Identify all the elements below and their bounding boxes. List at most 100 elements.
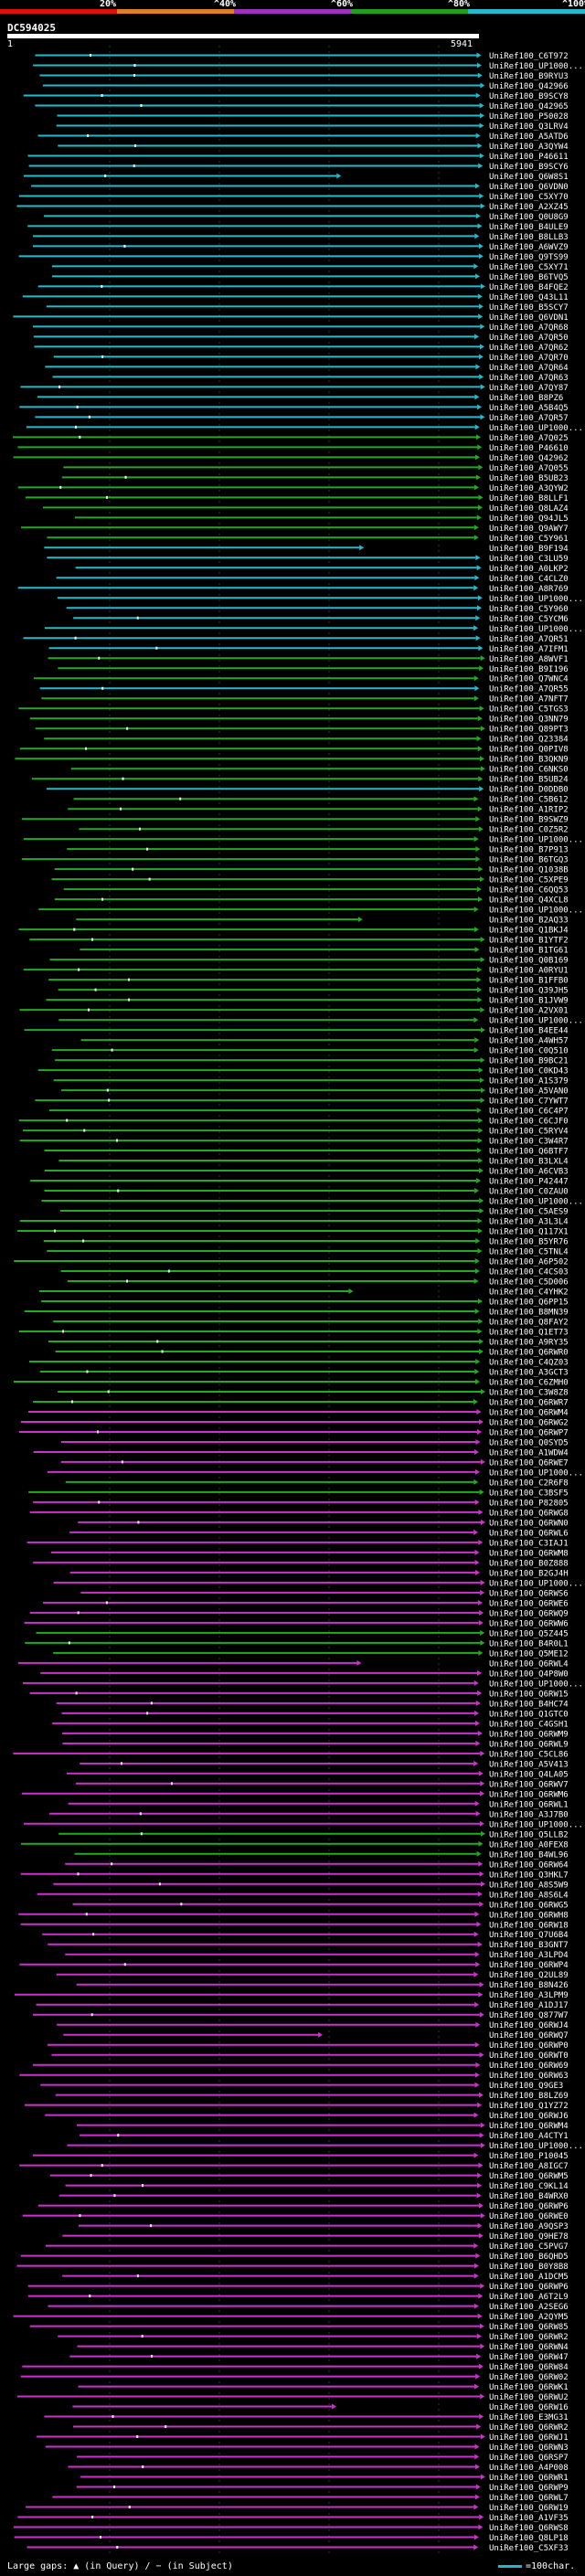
hit-label[interactable]: UniRef100_C5XY70 — [489, 193, 569, 202]
hit-label[interactable]: UniRef100_C6T972 — [489, 52, 569, 61]
hit-label[interactable]: UniRef100_A0LKP2 — [489, 565, 569, 574]
hit-label[interactable]: UniRef100_Q6RWN4 — [489, 2343, 569, 2352]
hit-row[interactable]: UniRef100_A7QR57 — [35, 414, 569, 423]
hit-label[interactable]: UniRef100_A5B4Q5 — [489, 404, 569, 413]
hit-label[interactable]: UniRef100_B4FQE2 — [489, 283, 569, 292]
hit-row[interactable]: UniRef100_UP1000... — [41, 1198, 583, 1207]
hit-label[interactable]: UniRef100_Q6RWS6 — [489, 1589, 569, 1598]
hit-label[interactable]: UniRef100_UP1000... — [489, 1468, 583, 1478]
hit-row[interactable]: UniRef100_B9SCY8 — [23, 92, 569, 101]
hit-row[interactable]: UniRef100_A1VF35 — [17, 2514, 569, 2523]
hit-label[interactable]: UniRef100_A1WDW4 — [489, 1448, 569, 1458]
hit-label[interactable]: UniRef100_Q9GE3 — [489, 2082, 563, 2091]
hit-label[interactable]: UniRef100_Q6RWP9 — [489, 2484, 569, 2493]
hit-row[interactable]: UniRef100_Q9HE78 — [62, 2232, 569, 2242]
hit-row[interactable]: UniRef100_Q23384 — [44, 736, 569, 745]
hit-row[interactable]: UniRef100_Q6RWN0 — [78, 1519, 569, 1528]
hit-row[interactable]: UniRef100_A0FEX8 — [20, 1840, 569, 1850]
hit-label[interactable]: UniRef100_C0Q510 — [489, 1047, 569, 1056]
hit-label[interactable]: UniRef100_B6TGQ3 — [489, 856, 569, 865]
hit-label[interactable]: UniRef100_C0Z5R2 — [489, 826, 569, 835]
hit-label[interactable]: UniRef100_A3QYW4 — [489, 143, 569, 152]
hit-row[interactable]: UniRef100_A4CTY1 — [80, 2132, 569, 2141]
hit-row[interactable]: UniRef100_A2VX01 — [19, 1007, 569, 1016]
hit-row[interactable]: UniRef100_Q6RWU2 — [17, 2393, 569, 2402]
hit-row[interactable]: UniRef100_B2GJ4H — [69, 1569, 569, 1578]
hit-label[interactable]: UniRef100_Q42965 — [489, 102, 569, 111]
hit-row[interactable]: UniRef100_Q6RWR2 — [73, 2423, 569, 2433]
hit-label[interactable]: UniRef100_B4ULE9 — [489, 223, 569, 232]
hit-label[interactable]: UniRef100_C6QQ53 — [489, 886, 569, 896]
hit-label[interactable]: UniRef100_Q6RWN3 — [489, 2443, 569, 2453]
hit-row[interactable]: UniRef100_Q6RSP7 — [77, 2454, 569, 2463]
hit-row[interactable]: UniRef100_Q6RWL4 — [17, 1659, 569, 1669]
hit-row[interactable]: UniRef100_Q42965 — [35, 102, 569, 111]
hit-label[interactable]: UniRef100_Q6RW64 — [489, 1860, 569, 1870]
hit-label[interactable]: UniRef100_C5Y960 — [489, 605, 569, 614]
hit-label[interactable]: UniRef100_A7QR57 — [489, 414, 569, 423]
hit-label[interactable]: UniRef100_UP1000... — [489, 1017, 583, 1026]
hit-label[interactable]: UniRef100_Q6RWL7 — [489, 2494, 569, 2503]
hit-row[interactable]: UniRef100_A6P502 — [14, 1258, 569, 1267]
hit-label[interactable]: UniRef100_Q9HE78 — [489, 2232, 569, 2242]
hit-label[interactable]: UniRef100_Q1038B — [489, 866, 569, 875]
hit-row[interactable]: UniRef100_Q6RWS8 — [13, 2524, 569, 2533]
hit-label[interactable]: UniRef100_B0Z888 — [489, 1559, 569, 1568]
hit-row[interactable]: UniRef100_C0ZAU0 — [44, 1188, 569, 1197]
hit-row[interactable]: UniRef100_A7QR55 — [39, 685, 569, 694]
hit-label[interactable]: UniRef100_B2AQ33 — [489, 917, 569, 926]
hit-label[interactable]: UniRef100_Q6RWW6 — [489, 1619, 569, 1628]
hit-row[interactable]: UniRef100_Q7U6B4 — [42, 1931, 569, 1940]
hit-row[interactable]: UniRef100_B8LZ69 — [55, 2092, 569, 2101]
hit-row[interactable]: UniRef100_B7P913 — [67, 846, 569, 855]
hit-label[interactable]: UniRef100_Q6RWQ7 — [489, 2031, 569, 2041]
hit-label[interactable]: UniRef100_A6CVB3 — [489, 1168, 569, 1177]
hit-label[interactable]: UniRef100_C5Y961 — [489, 535, 569, 544]
hit-label[interactable]: UniRef100_P46610 — [489, 444, 569, 453]
hit-label[interactable]: UniRef100_A7QR50 — [489, 334, 569, 343]
hit-row[interactable]: UniRef100_B9SWZ9 — [22, 816, 569, 825]
hit-label[interactable]: UniRef100_Q8LP18 — [489, 2534, 569, 2543]
hit-row[interactable]: UniRef100_Q1BKJ4 — [18, 927, 569, 936]
hit-row[interactable]: UniRef100_Q6RWM4 — [76, 2122, 569, 2131]
hit-label[interactable]: UniRef100_B6TVQ5 — [489, 273, 569, 282]
hit-label[interactable]: UniRef100_Q1BKJ4 — [489, 927, 569, 936]
hit-label[interactable]: UniRef100_B4R0L1 — [489, 1639, 569, 1648]
hit-row[interactable]: UniRef100_P46611 — [27, 153, 569, 162]
hit-label[interactable]: UniRef100_A2SEG6 — [489, 2303, 569, 2312]
hit-row[interactable]: UniRef100_Q5Z445 — [36, 1629, 569, 1638]
hit-label[interactable]: UniRef100_P50028 — [489, 112, 569, 122]
hit-label[interactable]: UniRef100_Q1GTC0 — [489, 1710, 569, 1719]
hit-row[interactable]: UniRef100_C4YHK2 — [38, 1288, 569, 1298]
hit-row[interactable]: UniRef100_A0RYU1 — [23, 967, 569, 976]
hit-label[interactable]: UniRef100_A7IFM1 — [489, 645, 569, 654]
hit-row[interactable]: UniRef100_Q6RWV7 — [75, 1780, 569, 1789]
hit-row[interactable]: UniRef100_Q6RWM5 — [49, 2172, 569, 2181]
hit-row[interactable]: UniRef100_C3BSF5 — [28, 1489, 569, 1498]
hit-label[interactable]: UniRef100_Q6RWP6 — [489, 2202, 569, 2211]
hit-label[interactable]: UniRef100_A9QSP3 — [489, 2222, 569, 2231]
hit-label[interactable]: UniRef100_A3LPM9 — [489, 1991, 569, 2000]
hit-row[interactable]: UniRef100_C4GSH1 — [52, 1720, 569, 1729]
hit-label[interactable]: UniRef100_Q6RW02 — [489, 2373, 569, 2382]
hit-row[interactable]: UniRef100_B1YTF2 — [29, 937, 569, 946]
hit-label[interactable]: UniRef100_A3J7B0 — [489, 1810, 569, 1819]
hit-row[interactable]: UniRef100_Q6RW02 — [20, 2373, 569, 2382]
hit-label[interactable]: UniRef100_A8R769 — [489, 585, 569, 594]
hit-row[interactable]: UniRef100_Q8LAZ4 — [42, 504, 569, 514]
hit-row[interactable]: UniRef100_Q6RWN3 — [45, 2443, 569, 2453]
hit-label[interactable]: UniRef100_D0DDB0 — [489, 786, 569, 795]
hit-row[interactable]: UniRef100_Q6RWQ7 — [63, 2031, 569, 2041]
hit-label[interactable]: UniRef100_Q6PP15 — [489, 1299, 569, 1308]
hit-row[interactable]: UniRef100_C5AES9 — [59, 1208, 569, 1217]
hit-label[interactable]: UniRef100_C5AES9 — [489, 1208, 569, 1217]
hit-label[interactable]: UniRef100_Q6RWM8 — [489, 1549, 569, 1558]
hit-row[interactable]: UniRef100_Q6RWH8 — [18, 1911, 569, 1920]
hit-label[interactable]: UniRef100_Q4XCL8 — [489, 896, 569, 906]
hit-row[interactable]: UniRef100_Q89PT3 — [35, 726, 569, 735]
hit-row[interactable]: UniRef100_Q6RWR1 — [80, 2474, 569, 2483]
hit-row[interactable]: UniRef100_C3W8Z8 — [58, 1388, 569, 1397]
hit-label[interactable]: UniRef100_Q6RWH8 — [489, 1911, 569, 1920]
hit-row[interactable]: UniRef100_C5XY70 — [18, 193, 569, 202]
hit-label[interactable]: UniRef100_A2QYM5 — [489, 2313, 569, 2322]
